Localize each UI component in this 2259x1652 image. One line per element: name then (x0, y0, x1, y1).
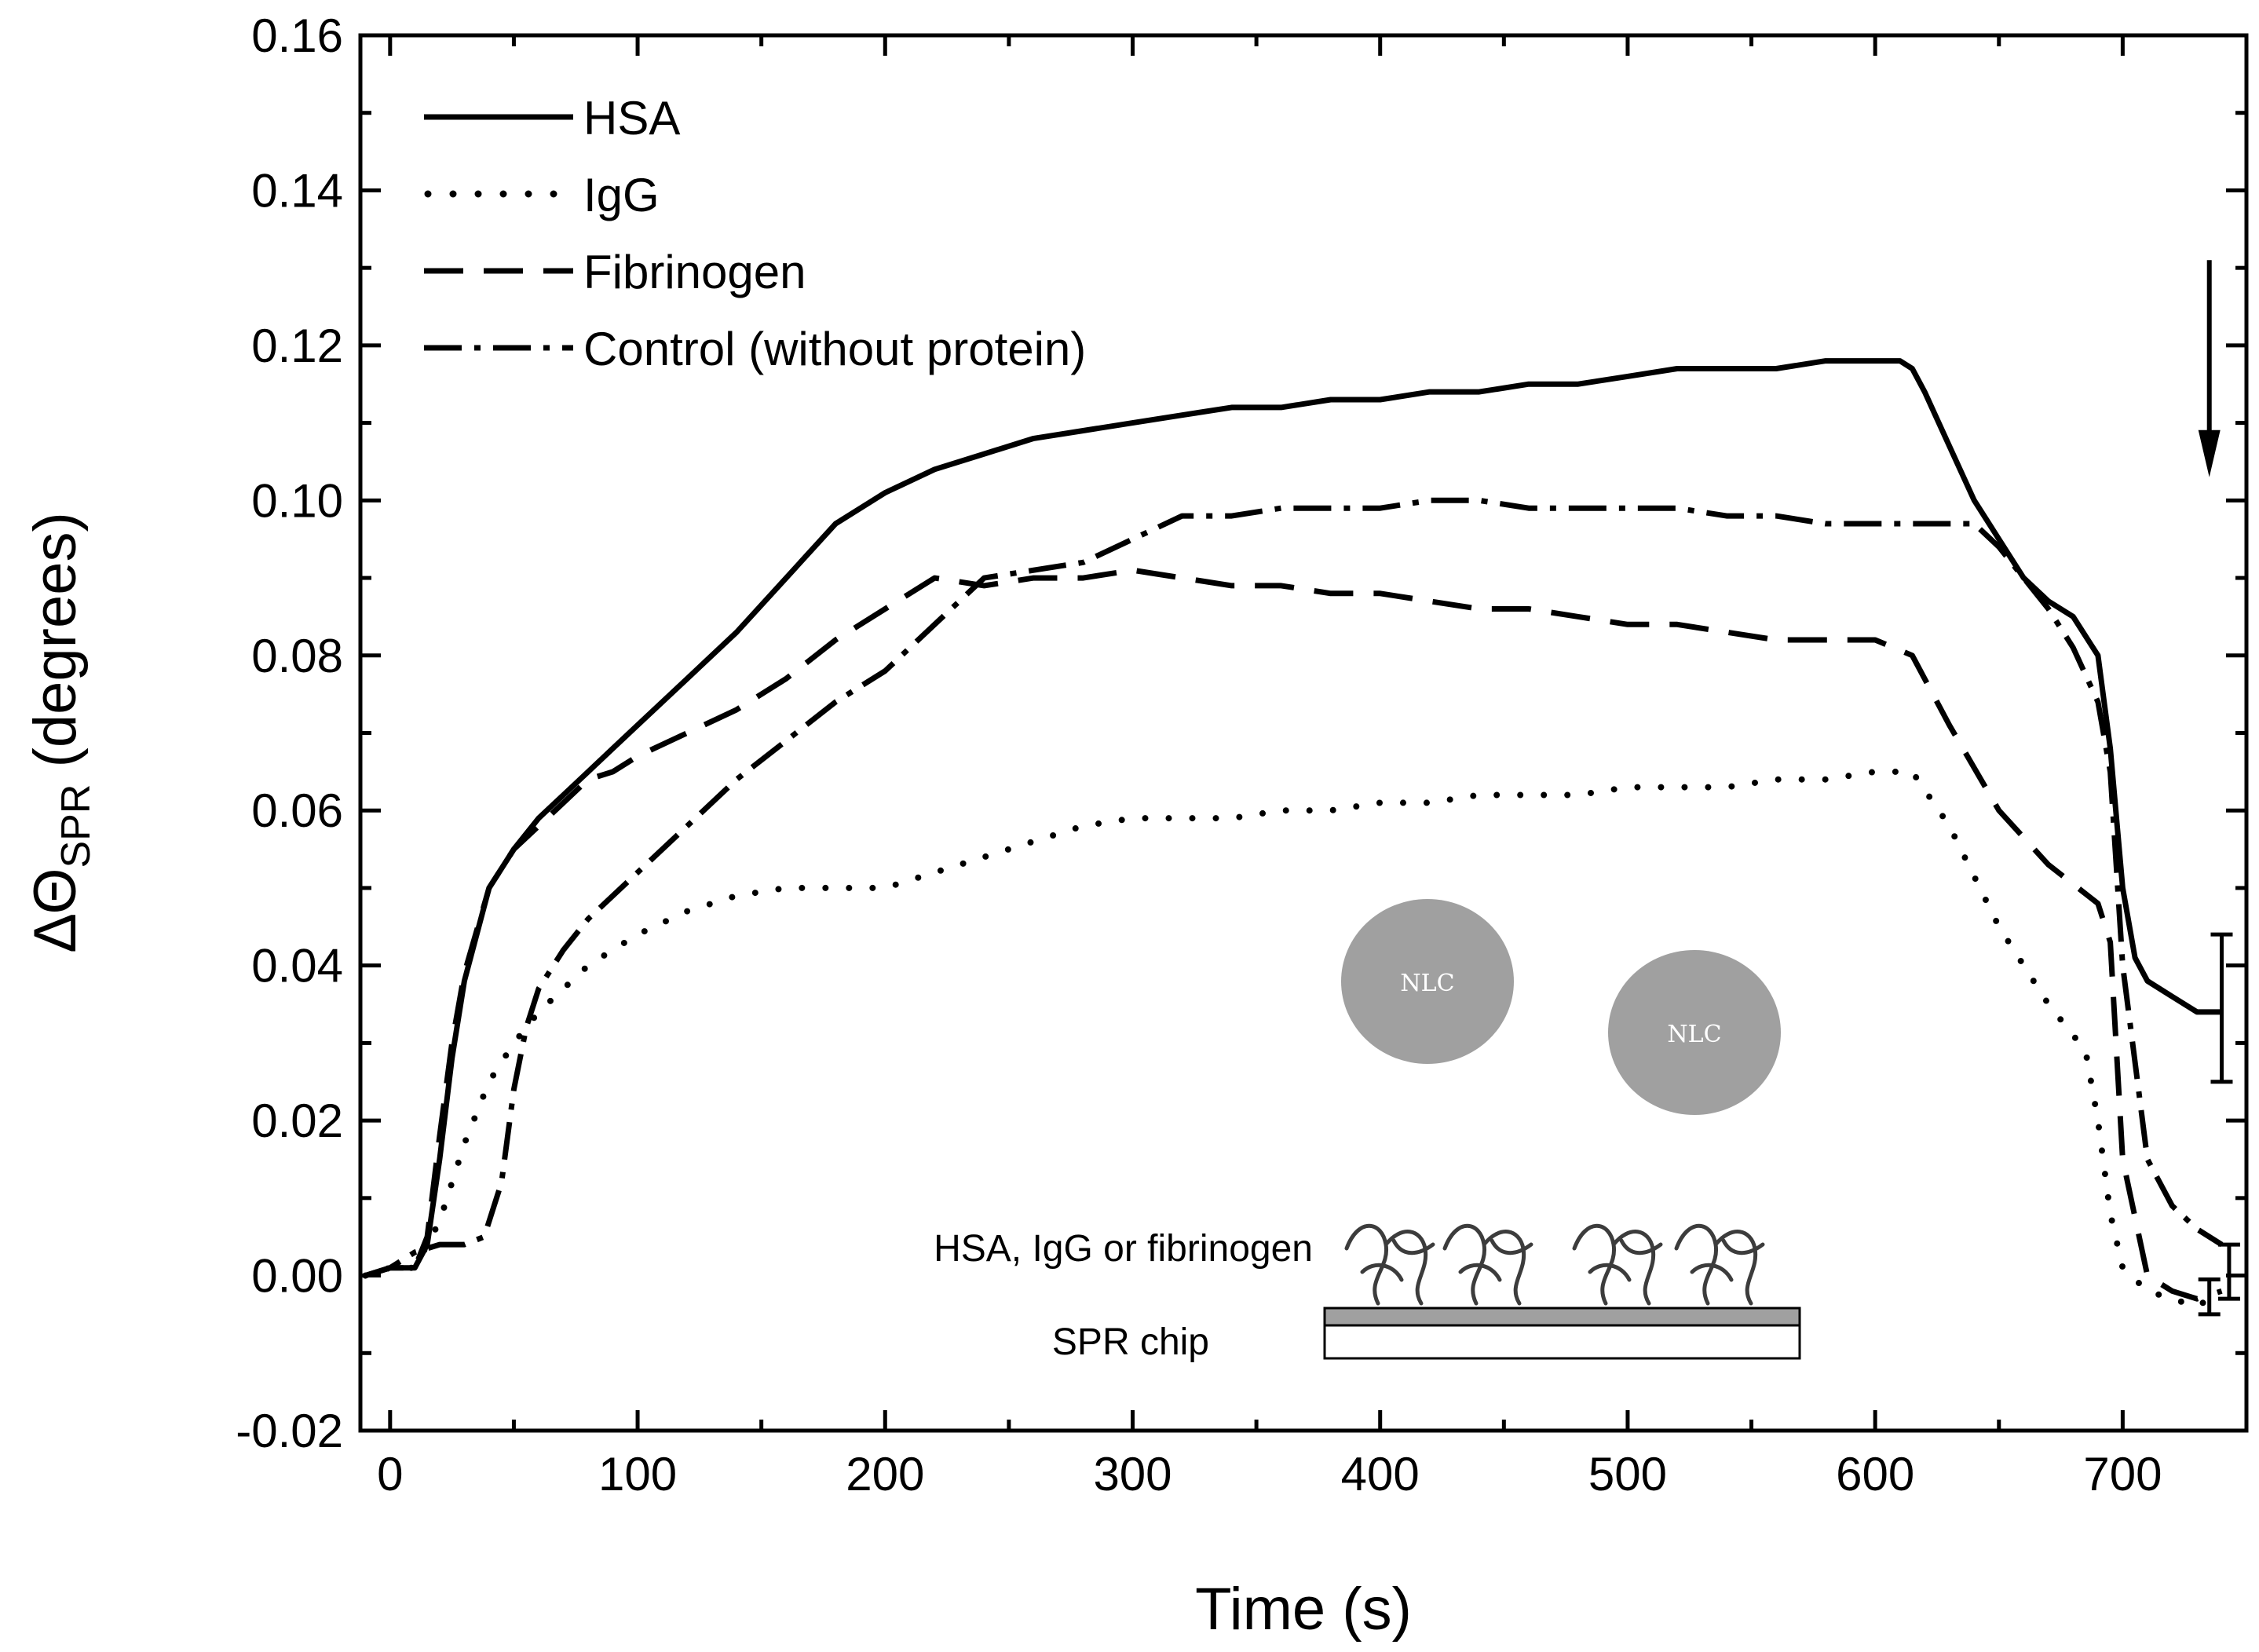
error-bars (2198, 932, 2240, 1317)
legend-label-igg: IgG (583, 169, 660, 221)
protein-label: HSA, IgG or fibrinogen (934, 1228, 1313, 1270)
series-layer (362, 358, 2225, 1310)
protein-icon (1572, 1223, 1663, 1306)
y-tick-label: 0.16 (251, 9, 343, 62)
x-axis-title: Time (s) (1195, 1576, 1412, 1643)
y-tick-label: 0.12 (251, 320, 343, 372)
x-tick-label: 500 (1588, 1448, 1667, 1500)
protein-icons (1344, 1223, 1765, 1306)
y-axis-ticks: -0.02 0.00 0.02 0.04 0.06 0.08 0.10 0.12 0.14 0.1… (236, 9, 2246, 1457)
y-tick-label: 0.00 (251, 1250, 343, 1303)
legend-label-control: Control (without protein) (583, 323, 1086, 375)
legend-label-fibrinogen: Fibrinogen (583, 246, 806, 298)
nlc-label-2: NLC (1667, 1021, 1721, 1048)
chip-substrate (1323, 1324, 1801, 1360)
y-tick-label: 0.14 (251, 164, 343, 217)
series-line-control (364, 497, 2224, 1278)
arrow-annotation (2198, 260, 2221, 477)
chip-label: SPR chip (1052, 1321, 1209, 1363)
y-axis-title: ΔΘSPR (degrees) (22, 512, 99, 953)
y-axis-title-suffix: (degrees) (22, 512, 89, 784)
chip-coating (1323, 1307, 1801, 1327)
y-tick-label: 0.06 (251, 784, 343, 837)
x-axis-ticks: 0 100 200 300 400 500 600 700 (377, 35, 2249, 1500)
x-tick-label: 600 (1836, 1448, 1914, 1500)
y-axis-title-prefix: ΔΘ (22, 868, 89, 953)
series-line-hsa (364, 358, 2222, 1278)
protein-icon (1674, 1223, 1765, 1306)
x-tick-label: 200 (846, 1448, 924, 1500)
x-tick-label: 100 (598, 1448, 677, 1500)
arrow-head (2198, 429, 2221, 477)
nlc-label-1: NLC (1400, 970, 1454, 997)
y-tick-label: -0.02 (236, 1405, 343, 1457)
protein-icon (1442, 1223, 1533, 1306)
y-tick-label: 0.04 (251, 940, 343, 992)
legend-label-hsa: HSA (583, 92, 680, 144)
series-line-fibrinogen (364, 567, 2223, 1302)
y-axis-title-subscript: SPR (53, 784, 99, 868)
nlc-particle-1 (1341, 899, 1514, 1064)
x-tick-label: 0 (377, 1448, 403, 1500)
x-tick-label: 400 (1341, 1448, 1420, 1500)
nlc-particle-2 (1608, 950, 1781, 1115)
y-tick-label: 0.02 (251, 1095, 343, 1147)
x-tick-label: 300 (1093, 1448, 1172, 1500)
series-line-igg (362, 768, 2225, 1310)
plot-frame (358, 33, 2249, 1433)
inset-schematic: NLC NLC HSA, IgG or fibrinogen SPR chip (934, 899, 1801, 1363)
x-tick-label: 700 (2083, 1448, 2162, 1500)
y-tick-label: 0.10 (251, 474, 343, 527)
protein-icon (1344, 1223, 1435, 1306)
legend: HSA IgG Fibrinogen Control (without prot… (424, 92, 1086, 375)
y-tick-label: 0.08 (251, 630, 343, 682)
